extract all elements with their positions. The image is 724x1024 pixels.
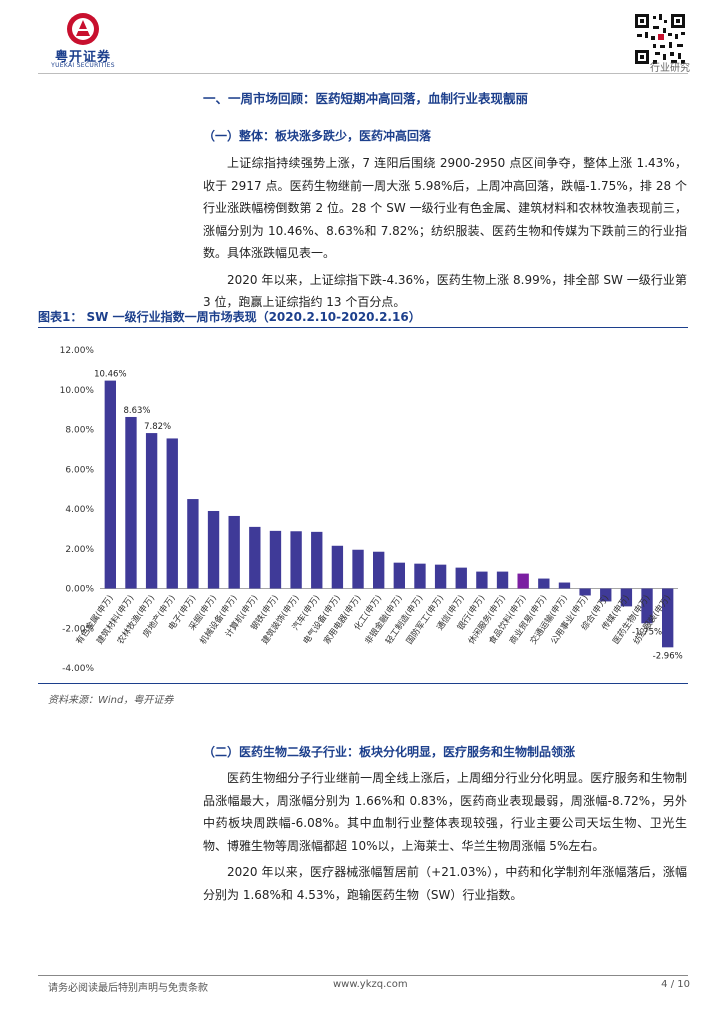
bar: [434, 564, 447, 589]
y-tick-label: -4.00%: [62, 664, 94, 674]
bar-value-label: 8.63%: [123, 406, 150, 416]
bar: [641, 588, 653, 624]
bar: [104, 380, 116, 589]
y-tick-label: 2.00%: [65, 545, 94, 555]
bar-value-label: -1.75%: [632, 627, 662, 637]
company-name-en: YUEKAI SECURITIES: [51, 62, 115, 69]
footer-divider: [38, 975, 688, 976]
company-name-cn: 粤开证券: [54, 50, 111, 65]
bar: [414, 563, 426, 589]
bar: [393, 562, 405, 589]
footer-disclaimer: 请务必阅读最后特别声明与免责条款: [48, 983, 208, 994]
figure-title: 图表1： SW 一级行业指数一周市场表现（2020.2.10-2020.2.16…: [38, 310, 421, 324]
bar: [125, 416, 137, 589]
bar: [249, 526, 261, 589]
y-tick-label: 0.00%: [65, 585, 94, 595]
bar: [517, 573, 529, 589]
y-tick-label: 4.00%: [65, 505, 94, 515]
bar: [145, 433, 158, 589]
bar: [331, 545, 344, 589]
section-1-title: 一、一周市场回顾：医药短期冲高回落，血制行业表现靓丽: [203, 91, 529, 106]
section-2-body: 医药生物细分子行业继前一周全线上涨后，上周细分行业分化明显。医疗服务和生物制品涨…: [203, 767, 687, 906]
bar-value-label: -2.96%: [653, 651, 683, 661]
figure-top-divider: [38, 327, 688, 328]
section-2-title: （二）医药生物二级子行业：板块分化明显，医疗服务和生物制品领涨: [203, 745, 576, 759]
bar: [600, 588, 612, 602]
bar: [269, 530, 282, 589]
section-1-subtitle: （一）整体：板块涨多跌少，医药冲高回落: [203, 129, 432, 143]
y-tick-label: 12.00%: [60, 346, 95, 356]
footer-page-number: 4 / 10: [661, 979, 690, 990]
y-tick-label: 8.00%: [65, 426, 94, 436]
bar: [455, 567, 467, 589]
section-2-paragraph-2: 2020 年以来，医疗器械涨幅暂居前（+21.03%），中药和化学制剂年涨幅落后…: [203, 865, 687, 902]
y-tick-label: 10.00%: [60, 386, 95, 396]
bar: [579, 588, 591, 596]
bar: [476, 571, 488, 589]
bar: [352, 549, 364, 589]
footer-url[interactable]: www.ykzq.com: [333, 979, 408, 990]
bar: [187, 499, 199, 589]
bar-chart: -4.00% -2.00% 0.00% 2.00% 4.00% 6.00% 8.00% 10.…: [60, 346, 683, 674]
header-divider: [38, 73, 688, 74]
figure-bottom-divider: [38, 683, 688, 684]
bar: [228, 515, 240, 589]
figure-source: 资料来源：Wind，粤开证券: [48, 695, 174, 706]
bar: [558, 582, 571, 589]
bar: [373, 551, 385, 589]
section-1-paragraph-2: 2020 年以来，上证综指下跌-4.36%，医药生物上涨 8.99%，排全部 S…: [203, 272, 687, 310]
bar: [662, 588, 674, 648]
company-logo-icon: [67, 13, 99, 45]
bar: [207, 510, 220, 589]
section-1-paragraph-1: 上证综指持续强势上涨，7 连阳后围绕 2900-2950 点区间争夺，整体上涨 …: [203, 156, 687, 260]
y-tick-label: 6.00%: [65, 465, 94, 475]
bar: [290, 531, 302, 589]
section-1-body: 上证综指持续强势上涨，7 连阳后围绕 2900-2950 点区间争夺，整体上涨 …: [203, 152, 687, 314]
section-2-paragraph-1: 医药生物细分子行业继前一周全线上涨后，上周细分行业分化明显。医疗服务和生物制品涨…: [203, 771, 687, 853]
bar: [166, 438, 178, 589]
bar: [620, 588, 633, 607]
y-tick-label: -2.00%: [62, 624, 94, 634]
bar-value-label: 7.82%: [144, 422, 171, 432]
report-type-label: 行业研究: [650, 63, 690, 74]
bar: [538, 578, 550, 589]
bar: [311, 531, 323, 589]
qr-code-icon: [633, 12, 687, 66]
bar: [496, 571, 509, 589]
bar-value-label: 10.46%: [94, 370, 126, 380]
